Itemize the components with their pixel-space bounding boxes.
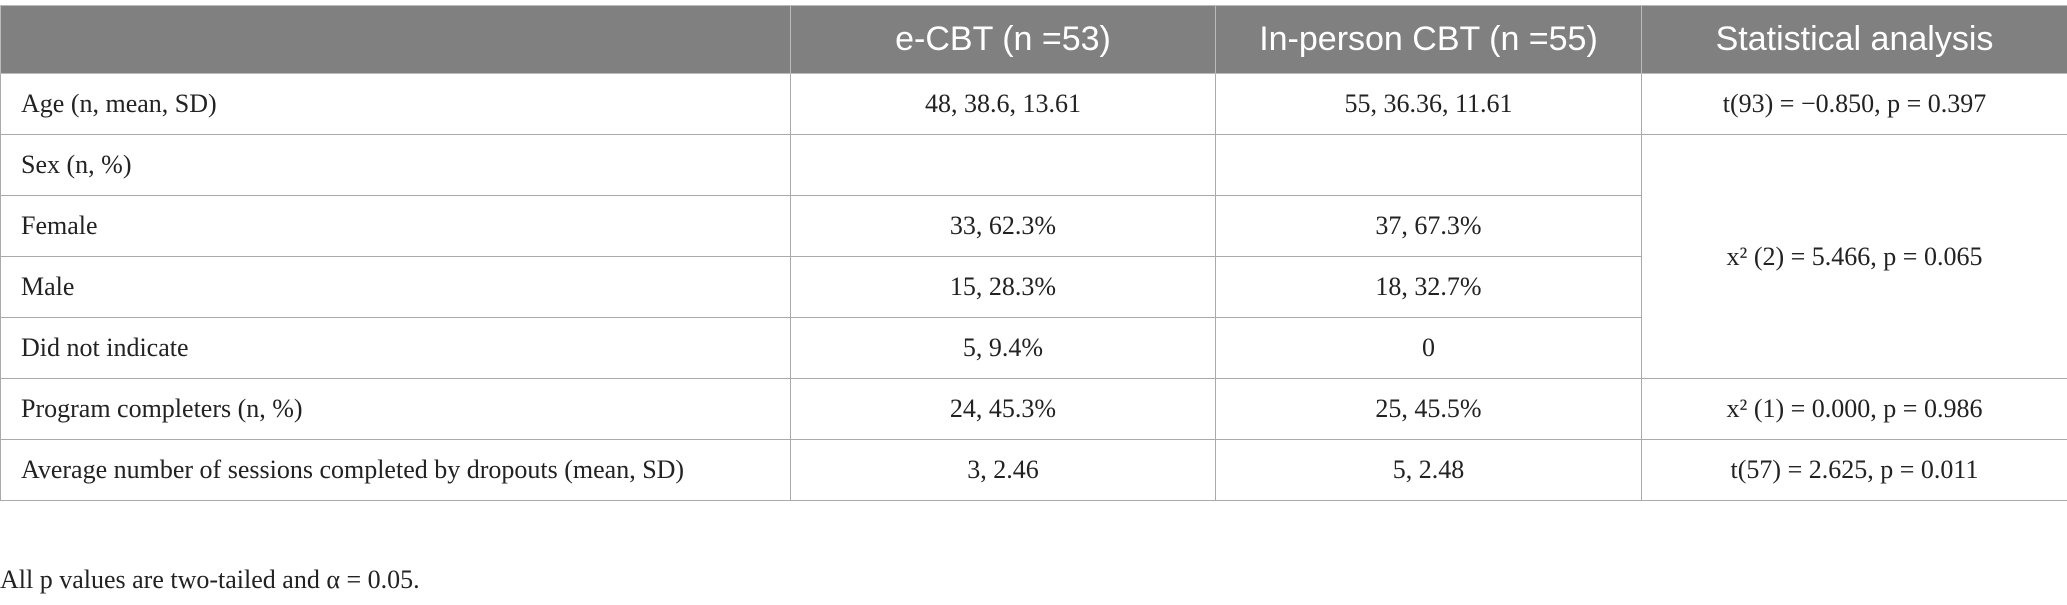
- table-body: Age (n, mean, SD) 48, 38.6, 13.61 55, 36.3…: [0, 73, 2067, 501]
- table-row: Average number of sessions completed by …: [0, 439, 2067, 501]
- table-cell: x² (1) = 0.000, p = 0.986: [1641, 378, 2067, 440]
- table-cell: 37, 67.3%: [1215, 195, 1642, 257]
- table-cell: 0: [1215, 317, 1642, 379]
- table-row: Female 33, 62.3% 37, 67.3%: [0, 195, 2067, 257]
- header-cell: [0, 5, 791, 74]
- data-table: e-CBT (n =53) In-person CBT (n =55) Stat…: [0, 5, 2067, 501]
- table-cell: [1215, 134, 1642, 196]
- table-row: Sex (n, %) x² (2) = 5.466, p = 0.065: [0, 134, 2067, 379]
- table-cell: 24, 45.3%: [790, 378, 1216, 440]
- table-cell: 18, 32.7%: [1215, 256, 1642, 318]
- table-cell: 5, 9.4%: [790, 317, 1216, 379]
- table-cell: t(57) = 2.625, p = 0.011: [1641, 439, 2067, 501]
- header-row: e-CBT (n =53) In-person CBT (n =55) Stat…: [0, 5, 2067, 74]
- table-cell: Program completers (n, %): [0, 378, 791, 440]
- table-row: Program completers (n, %) 24, 45.3% 25, 45…: [0, 378, 2067, 440]
- table-cell: 55, 36.36, 11.61: [1215, 73, 1642, 135]
- table-cell: [790, 134, 1216, 196]
- table-cell: Sex (n, %): [0, 134, 791, 196]
- footnote: All p values are two-tailed and α = 0.05…: [0, 565, 420, 594]
- table-cell: 48, 38.6, 13.61: [790, 73, 1216, 135]
- table-cell: Age (n, mean, SD): [0, 73, 791, 135]
- table-cell: Female: [0, 195, 791, 257]
- table-cell: 3, 2.46: [790, 439, 1216, 501]
- table-cell: t(93) = −0.850, p = 0.397: [1641, 73, 2067, 135]
- table-cell: Average number of sessions completed by …: [0, 439, 791, 501]
- table-cell: Male: [0, 256, 791, 318]
- table-cell: 25, 45.5%: [1215, 378, 1642, 440]
- header-cell: In-person CBT (n =55): [1215, 5, 1642, 74]
- table-cell: 33, 62.3%: [790, 195, 1216, 257]
- table-cell: x² (2) = 5.466, p = 0.065: [1641, 134, 2067, 379]
- table-cell: 15, 28.3%: [790, 256, 1216, 318]
- table-cell: 5, 2.48: [1215, 439, 1642, 501]
- header-cell: Statistical analysis: [1641, 5, 2067, 74]
- table-row: Age (n, mean, SD) 48, 38.6, 13.61 55, 36.3…: [0, 73, 2067, 135]
- header-cell: e-CBT (n =53): [790, 5, 1216, 74]
- table-cell: Did not indicate: [0, 317, 791, 379]
